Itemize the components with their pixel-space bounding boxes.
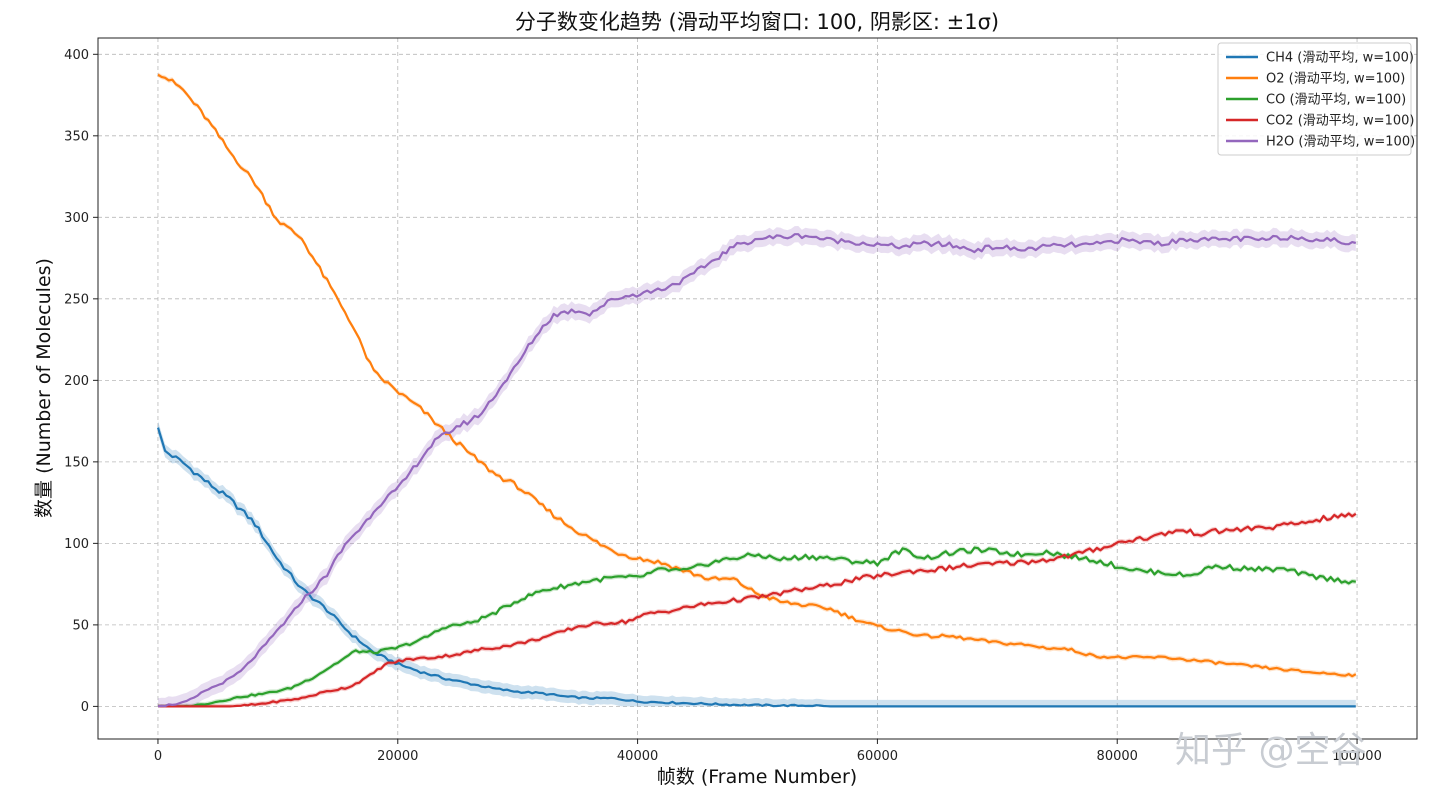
series-lines xyxy=(156,73,1357,708)
chart-title: 分子数变化趋势 (滑动平均窗口: 100, 阴影区: ±1σ) xyxy=(515,10,999,34)
x-tick-label: 100000 xyxy=(1332,749,1382,764)
y-axis-ticks: 0 50 100 150 200 250 300 350 400 xyxy=(64,48,98,715)
grid-lines xyxy=(98,38,1417,739)
y-tick-label: 350 xyxy=(64,129,89,144)
x-tick-label: 60000 xyxy=(857,749,898,764)
legend-entry-1: O2 (滑动平均, w=100) xyxy=(1266,72,1405,87)
legend-entry-4: H2O (滑动平均, w=100) xyxy=(1266,135,1415,150)
legend-entry-0: CH4 (滑动平均, w=100) xyxy=(1266,51,1414,66)
series-band-2 xyxy=(158,545,1356,707)
y-tick-label: 50 xyxy=(72,618,89,633)
legend-entry-3: CO2 (滑动平均, w=100) xyxy=(1266,114,1414,129)
plot-frame xyxy=(97,37,1418,740)
series-line-3 xyxy=(158,512,1357,708)
series-band-3 xyxy=(158,511,1356,707)
y-tick-label: 100 xyxy=(64,537,89,552)
x-tick-label: 40000 xyxy=(617,749,658,764)
sigma-bands xyxy=(158,72,1356,707)
series-band-1 xyxy=(158,72,1356,679)
y-tick-label: 200 xyxy=(64,374,89,389)
x-tick-label: 20000 xyxy=(377,749,418,764)
legend-entry-2: CO (滑动平均, w=100) xyxy=(1266,93,1406,108)
series-line-2 xyxy=(158,546,1356,708)
series-line-0 xyxy=(156,427,1356,708)
x-tick-label: 80000 xyxy=(1097,749,1138,764)
series-line-4 xyxy=(157,233,1357,708)
x-axis-ticks: 0 20000 40000 60000 80000 100000 xyxy=(154,739,1382,764)
series-line-1 xyxy=(157,73,1357,678)
y-tick-label: 300 xyxy=(64,211,89,226)
watermark: 知乎 @空谷 xyxy=(1175,730,1366,771)
legend-box xyxy=(1217,42,1412,156)
y-axis-label: 数量 (Number of Molecules) xyxy=(33,258,55,518)
y-tick-label: 400 xyxy=(64,48,89,63)
x-axis-label: 帧数 (Frame Number) xyxy=(657,766,857,788)
y-tick-label: 150 xyxy=(64,455,89,470)
y-tick-label: 0 xyxy=(81,700,89,715)
x-tick-label: 0 xyxy=(154,749,162,764)
y-tick-label: 250 xyxy=(64,292,89,307)
legend: CH4 (滑动平均, w=100) O2 (滑动平均, w=100) CO (滑动平… xyxy=(1217,42,1415,156)
